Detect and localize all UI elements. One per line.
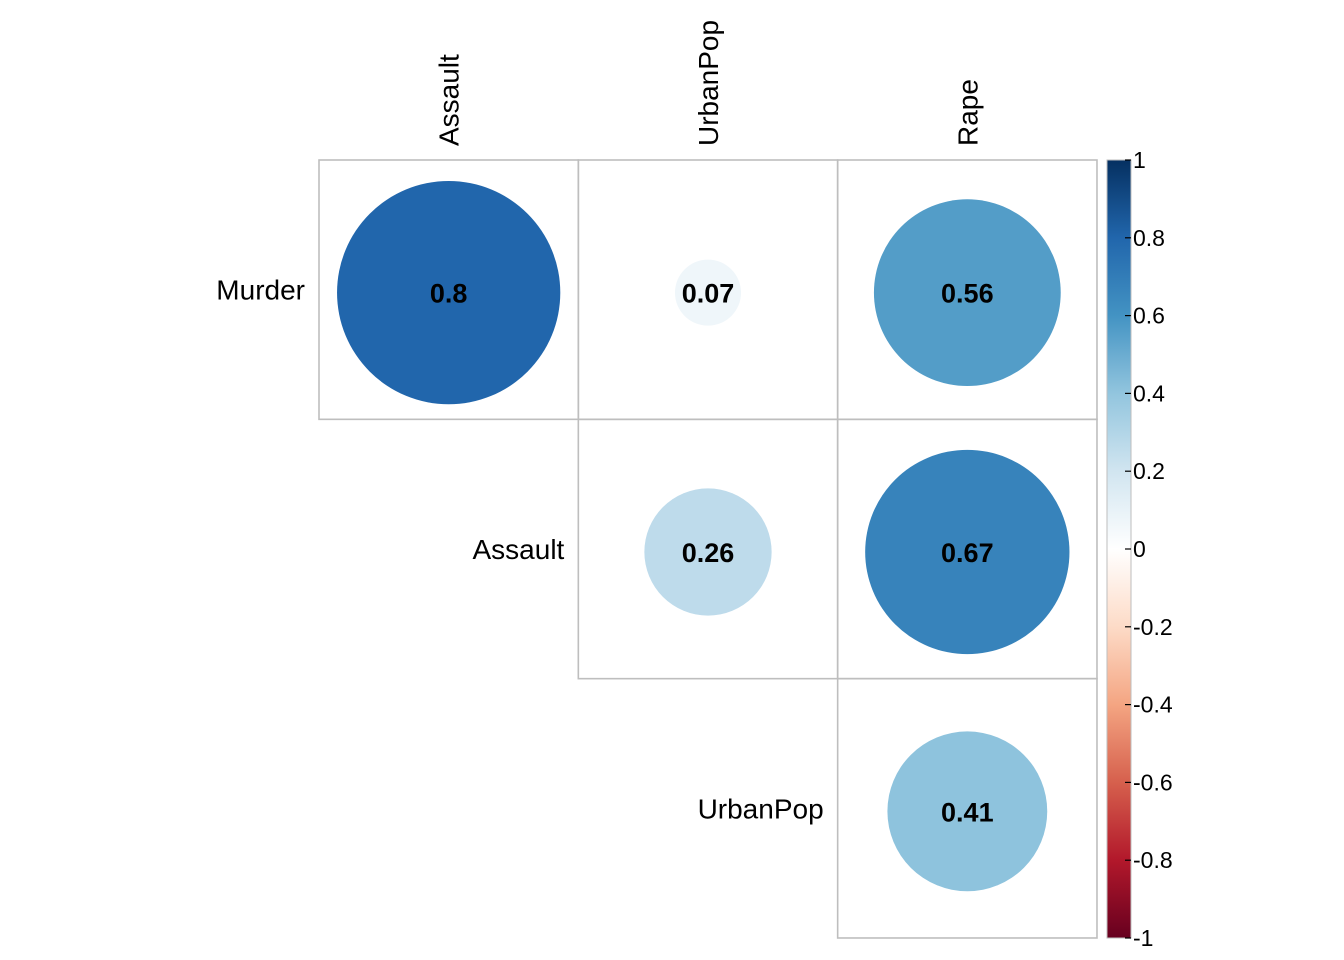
colorbar-tick-label: -0.8 — [1133, 847, 1173, 873]
row-label: Assault — [473, 534, 565, 565]
grid-cell — [836, 677, 1098, 939]
column-label: Assault — [434, 54, 465, 146]
correlation-value-label: 0.41 — [941, 797, 994, 827]
colorbar-tick-label: 0.8 — [1133, 225, 1165, 251]
colorbar-tick-label: -0.6 — [1133, 769, 1173, 795]
colorbar-tick-label: 1 — [1133, 147, 1146, 173]
correlation-circle — [674, 259, 742, 326]
colorbar: 1 0.8 0.6 0.4 0.2 0 -0.2 -0.4 -0.6 -0.8 -1 — [1106, 147, 1173, 951]
colorbar-tick-label: 0.2 — [1133, 458, 1165, 484]
colorbar-tick-label: -1 — [1133, 925, 1153, 951]
value-label-layer: 0.8 0.07 0.56 0.26 0.67 0.41 — [430, 279, 994, 828]
correlation-circle — [887, 731, 1048, 892]
correlation-circle — [873, 199, 1061, 387]
colorbar-tick-label: 0.6 — [1133, 303, 1165, 329]
column-label-layer: Assault UrbanPop Rape — [434, 20, 984, 146]
row-label: Murder — [216, 275, 305, 306]
circle-layer — [337, 181, 1070, 892]
colorbar-tick-label: 0.4 — [1133, 380, 1165, 406]
correlation-circle — [337, 181, 561, 405]
row-label-layer: Murder Assault UrbanPop — [216, 275, 823, 825]
correlation-value-label: 0.8 — [430, 279, 468, 309]
correlation-circle — [865, 449, 1070, 655]
column-label: Rape — [952, 79, 983, 146]
column-label: UrbanPop — [693, 20, 724, 146]
colorbar-tick-label: 0 — [1133, 536, 1146, 562]
correlation-value-label: 0.67 — [941, 538, 994, 568]
correlation-value-label: 0.07 — [682, 279, 735, 309]
correlation-circle — [644, 488, 772, 616]
colorbar-tick-label: -0.4 — [1133, 692, 1173, 718]
grid-layer — [318, 159, 1098, 939]
colorbar-tick-label: -0.2 — [1133, 614, 1173, 640]
row-label: UrbanPop — [698, 793, 824, 824]
correlation-value-label: 0.56 — [941, 279, 994, 309]
correlation-value-label: 0.26 — [682, 538, 735, 568]
